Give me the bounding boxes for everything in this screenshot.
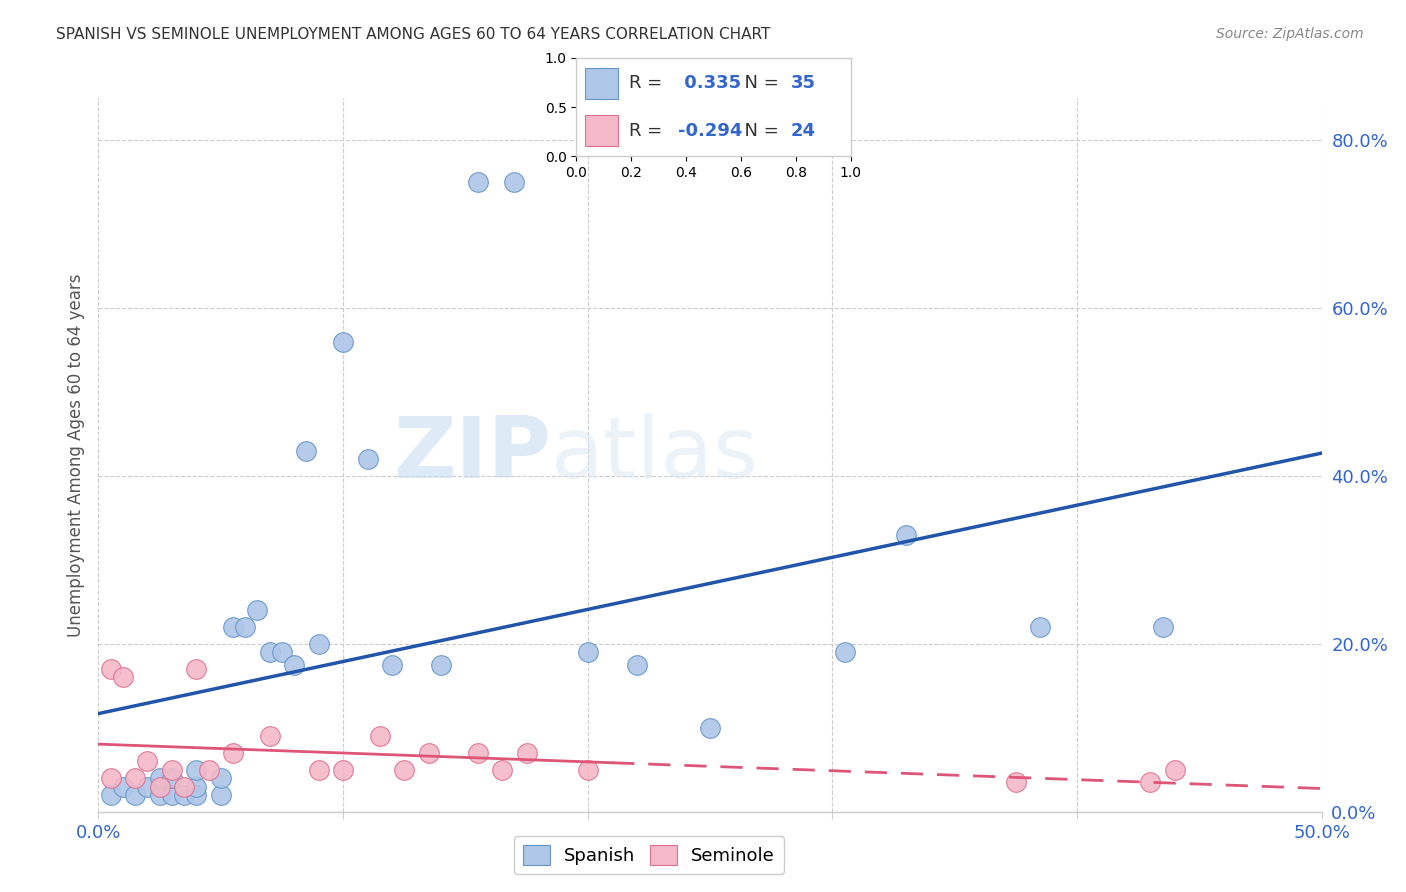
- Point: [197, 763, 219, 777]
- Point: [332, 334, 354, 349]
- Text: atlas: atlas: [551, 413, 759, 497]
- Point: [136, 755, 159, 769]
- Point: [222, 746, 245, 760]
- Point: [699, 721, 721, 735]
- Point: [136, 780, 159, 794]
- Legend: Spanish, Seminole: Spanish, Seminole: [513, 836, 785, 874]
- Point: [295, 443, 318, 458]
- Point: [173, 780, 195, 794]
- Point: [124, 771, 146, 785]
- Point: [576, 645, 599, 659]
- Point: [467, 175, 489, 189]
- Point: [222, 620, 245, 634]
- Text: ZIP: ZIP: [394, 413, 551, 497]
- Point: [270, 645, 294, 659]
- Text: 24: 24: [790, 121, 815, 139]
- Point: [186, 780, 208, 794]
- Bar: [585, 68, 617, 99]
- Point: [418, 746, 440, 760]
- Point: [515, 746, 537, 760]
- Text: R =: R =: [628, 121, 668, 139]
- Text: SPANISH VS SEMINOLE UNEMPLOYMENT AMONG AGES 60 TO 64 YEARS CORRELATION CHART: SPANISH VS SEMINOLE UNEMPLOYMENT AMONG A…: [56, 27, 770, 42]
- Point: [100, 788, 122, 802]
- Text: Source: ZipAtlas.com: Source: ZipAtlas.com: [1216, 27, 1364, 41]
- Point: [834, 645, 856, 659]
- Point: [1029, 620, 1052, 634]
- Y-axis label: Unemployment Among Ages 60 to 64 years: Unemployment Among Ages 60 to 64 years: [66, 273, 84, 637]
- Point: [246, 603, 269, 617]
- Point: [100, 662, 122, 676]
- Point: [1152, 620, 1174, 634]
- Point: [259, 729, 281, 743]
- Point: [111, 670, 134, 684]
- Text: -0.294: -0.294: [678, 121, 742, 139]
- Text: N =: N =: [733, 75, 785, 93]
- Point: [626, 657, 648, 672]
- Point: [209, 771, 232, 785]
- Point: [1004, 775, 1026, 789]
- Point: [308, 637, 330, 651]
- Point: [503, 175, 526, 189]
- Bar: [585, 115, 617, 146]
- Point: [209, 788, 232, 802]
- Point: [173, 788, 195, 802]
- Point: [259, 645, 281, 659]
- Point: [186, 788, 208, 802]
- Point: [160, 788, 183, 802]
- Point: [186, 662, 208, 676]
- Text: 0.335: 0.335: [678, 75, 741, 93]
- Point: [149, 780, 172, 794]
- Point: [233, 620, 256, 634]
- Point: [1164, 763, 1187, 777]
- Point: [160, 763, 183, 777]
- Point: [491, 763, 513, 777]
- Point: [124, 788, 146, 802]
- Point: [283, 657, 305, 672]
- Text: R =: R =: [628, 75, 668, 93]
- Point: [894, 527, 917, 541]
- Point: [356, 452, 378, 467]
- Point: [392, 763, 416, 777]
- Point: [149, 788, 172, 802]
- Point: [576, 763, 599, 777]
- Point: [186, 763, 208, 777]
- Point: [467, 746, 489, 760]
- Point: [1139, 775, 1161, 789]
- Point: [381, 657, 404, 672]
- Text: N =: N =: [733, 121, 785, 139]
- Point: [100, 771, 122, 785]
- Text: 35: 35: [790, 75, 815, 93]
- Point: [430, 657, 453, 672]
- Point: [368, 729, 391, 743]
- Point: [149, 771, 172, 785]
- Point: [111, 780, 134, 794]
- Point: [160, 771, 183, 785]
- Point: [332, 763, 354, 777]
- Point: [308, 763, 330, 777]
